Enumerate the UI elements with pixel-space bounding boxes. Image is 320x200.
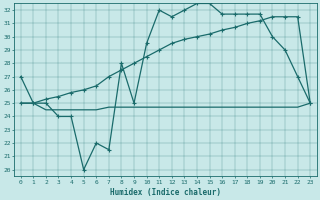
X-axis label: Humidex (Indice chaleur): Humidex (Indice chaleur)	[110, 188, 221, 197]
